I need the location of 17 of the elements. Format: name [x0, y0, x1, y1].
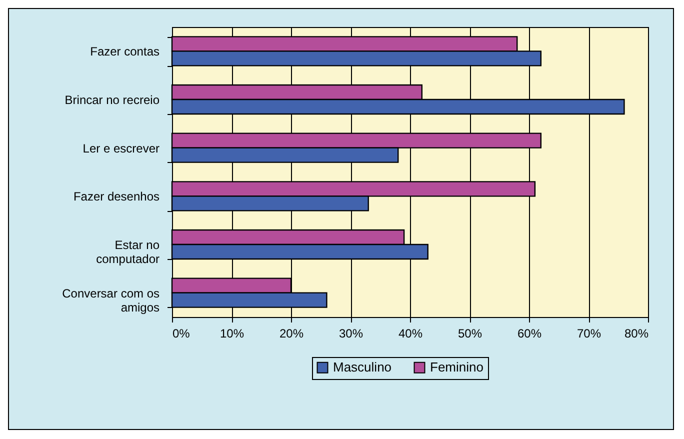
- x-tick-label: 60%: [517, 326, 542, 340]
- x-tick-label: 50%: [458, 326, 482, 340]
- y-tick-label: Fazer desenhos: [73, 190, 160, 204]
- legend-label: Feminino: [430, 360, 484, 375]
- x-tick-label: 10%: [220, 326, 244, 340]
- legend-label: Masculino: [333, 360, 392, 375]
- y-tick-label: Fazer contas: [90, 44, 160, 59]
- y-tick-label: Ler e escrever: [82, 141, 160, 156]
- y-tick-label: Conversar com os amigos: [62, 286, 160, 314]
- x-tick-label: 20%: [279, 326, 304, 340]
- x-tick-label: 40%: [398, 326, 423, 340]
- x-tick-label: 70%: [576, 326, 602, 340]
- x-tick-label: 30%: [338, 326, 364, 340]
- y-tick-label: Estar no computador: [96, 238, 160, 266]
- y-tick-label: Brincar no recreio: [64, 93, 160, 107]
- x-tick-label: 0%: [172, 326, 190, 340]
- x-tick-label: 80%: [624, 326, 649, 340]
